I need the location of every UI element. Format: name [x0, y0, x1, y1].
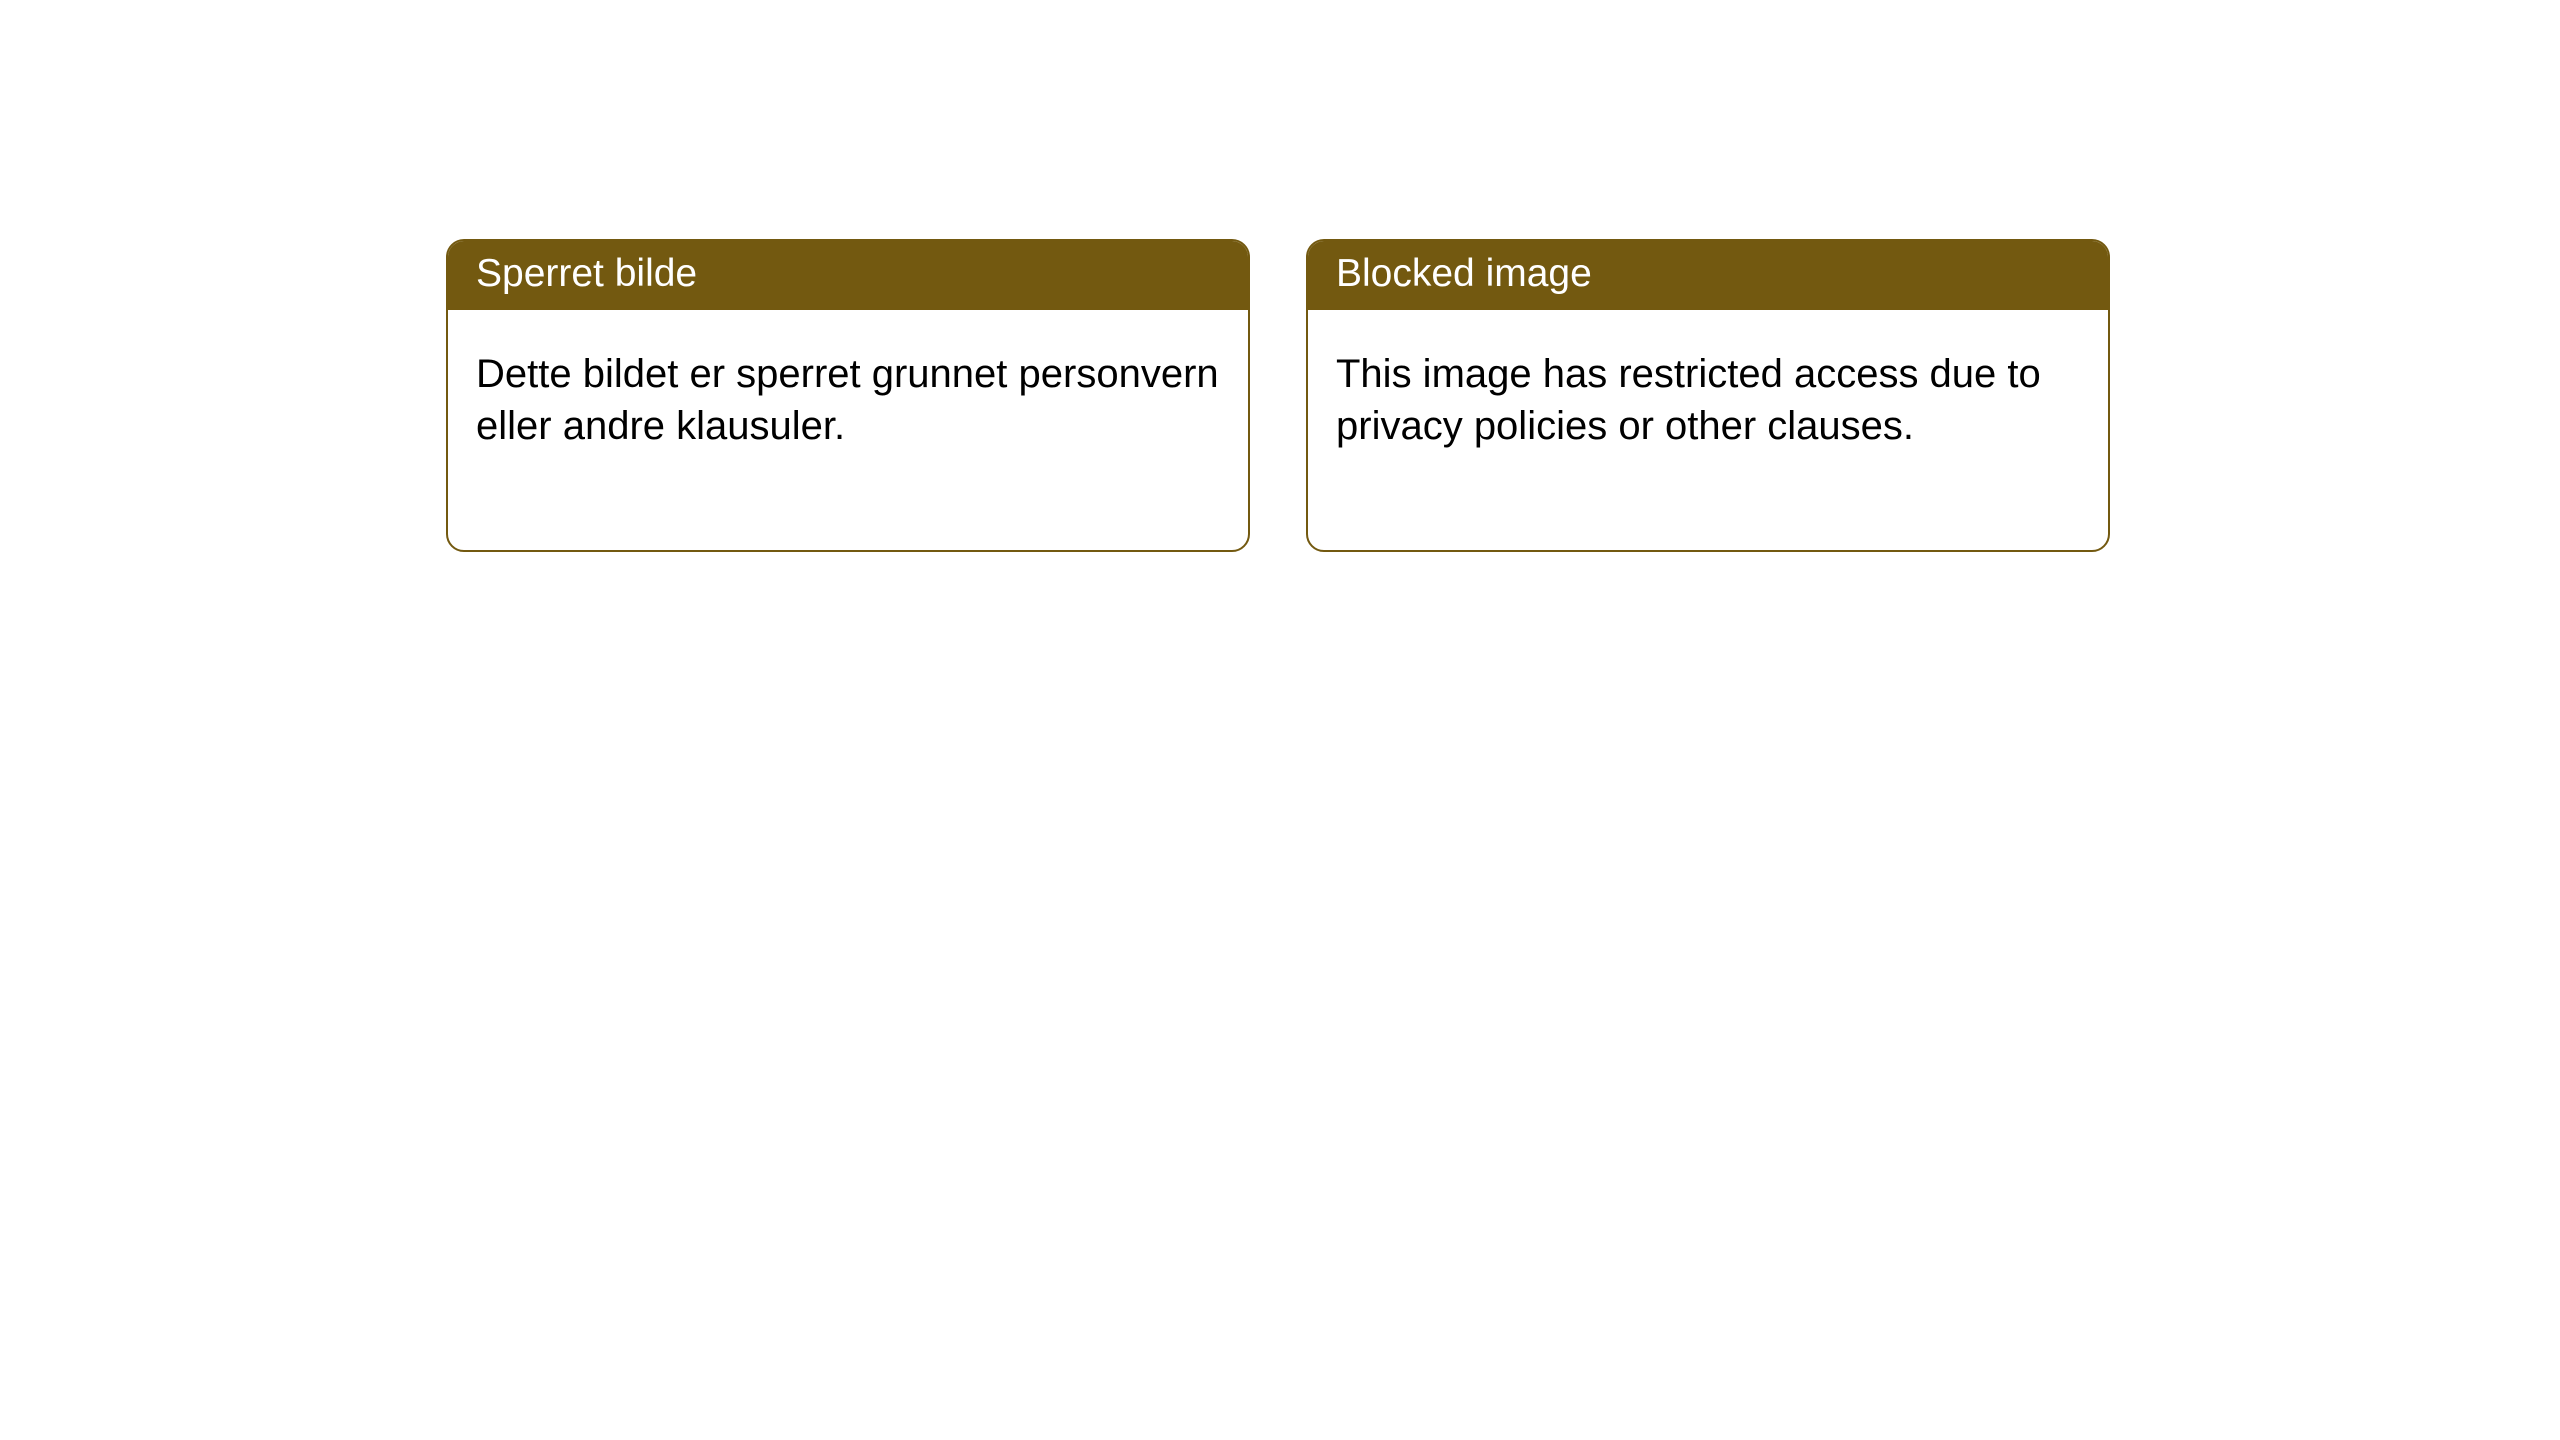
notice-card-title-no: Sperret bilde	[448, 241, 1248, 310]
notice-card-body-no: Dette bildet er sperret grunnet personve…	[448, 310, 1248, 550]
notice-card-title-en: Blocked image	[1308, 241, 2108, 310]
notice-card-body-en: This image has restricted access due to …	[1308, 310, 2108, 550]
notice-cards-container: Sperret bilde Dette bildet er sperret gr…	[0, 0, 2560, 552]
notice-card-no: Sperret bilde Dette bildet er sperret gr…	[446, 239, 1250, 552]
notice-card-en: Blocked image This image has restricted …	[1306, 239, 2110, 552]
